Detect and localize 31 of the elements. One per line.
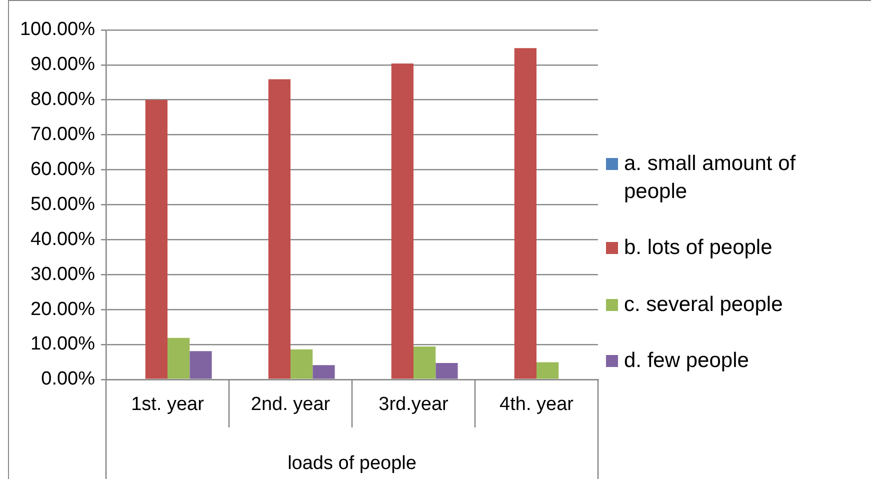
legend-label: b. lots of people [624,235,772,262]
bar [436,362,458,379]
y-tick-label: 0.00% [41,368,96,390]
y-tick-label: 90.00% [30,54,96,76]
bar [145,100,168,379]
x-tick-label: 2nd. year [250,394,331,416]
y-tick-label: 60.00% [30,158,96,180]
y-tick-label: 70.00% [30,124,96,146]
x-axis-title: loads of people [288,452,416,474]
legend-label: d. few people [624,348,749,374]
x-tick-label: 1st. year [131,394,205,416]
y-tick-label: 10.00% [30,334,96,355]
y-tick-label: 40.00% [30,228,96,250]
bar [391,64,414,379]
bar [190,351,212,379]
y-tick-label: 20.00% [30,298,96,320]
y-tick-label: 80.00% [30,89,96,110]
y-tick-label: 100.00% [20,19,96,40]
bar [536,362,559,379]
bar [312,365,335,379]
bar [268,79,291,379]
bar [414,346,436,379]
y-tick-label: 30.00% [30,264,96,285]
bar [290,349,313,379]
legend-label: c. several people [624,292,783,318]
bar [514,48,536,379]
y-tick-label: 50.00% [30,194,96,215]
x-tick-label: 4th. year [500,394,574,416]
bar [168,338,190,379]
x-tick-label: 3rd.year [378,394,450,416]
legend-label: a. small amount of people [624,151,797,205]
